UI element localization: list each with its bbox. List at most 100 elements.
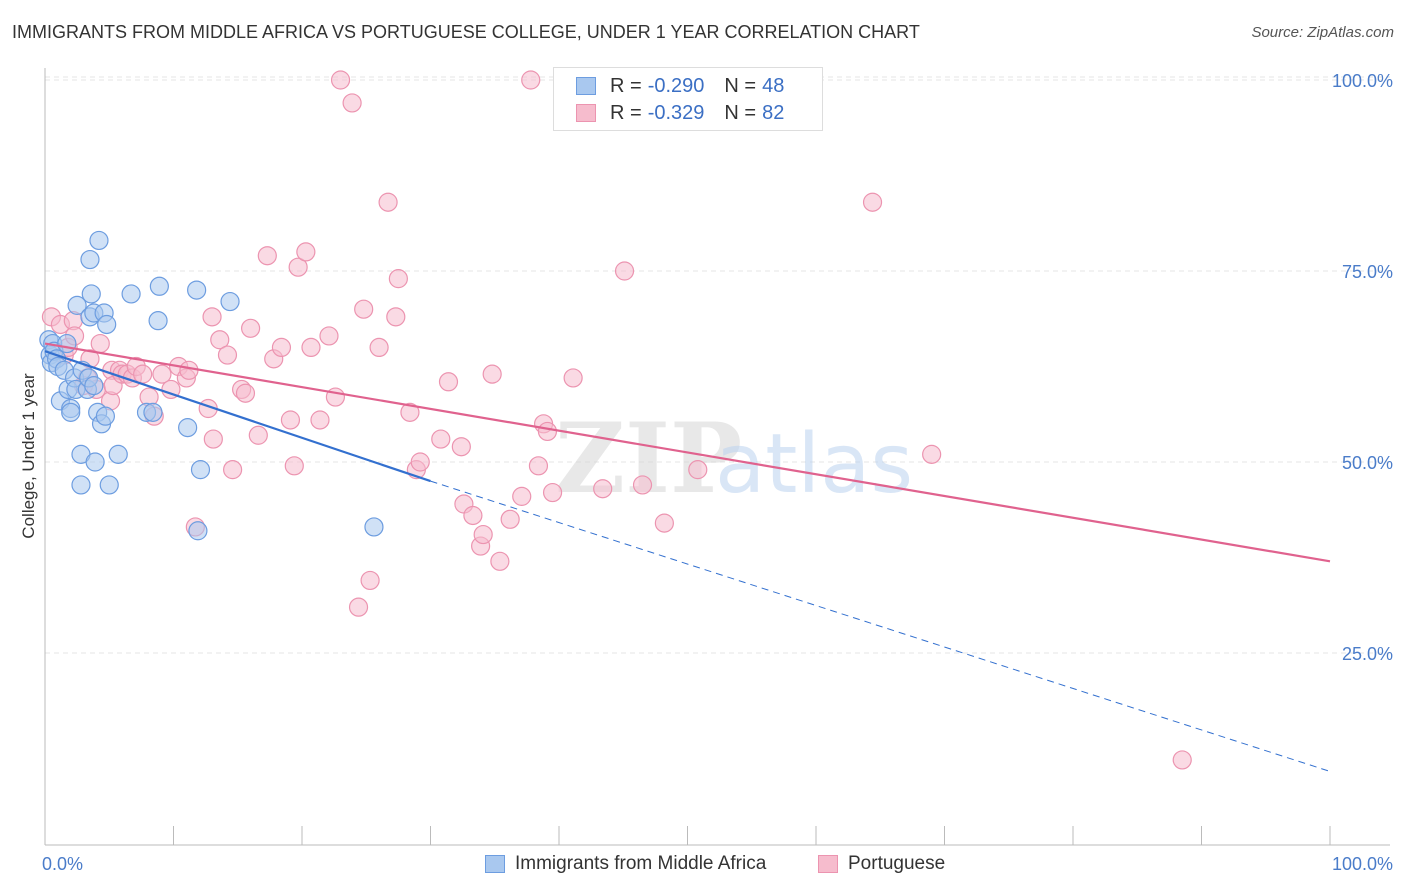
middle-africa-point	[121, 284, 141, 304]
portuguese-point	[301, 337, 321, 357]
portuguese-point	[360, 570, 380, 591]
portuguese-point	[319, 326, 339, 346]
portuguese-point	[438, 372, 459, 392]
axis-layer	[44, 68, 1390, 846]
portuguese-point	[593, 479, 613, 499]
portuguese-point	[654, 513, 674, 533]
portuguese-point	[342, 93, 362, 113]
portuguese-point	[542, 482, 563, 503]
middle-africa-point	[84, 376, 104, 396]
portuguese-point	[528, 456, 549, 476]
middle-africa-point	[187, 280, 207, 300]
middle-africa-point	[178, 418, 198, 438]
x-tick-label: 0.0%	[42, 854, 83, 874]
y-tick-label: 50.0%	[1342, 453, 1393, 473]
portuguese-points	[41, 70, 1192, 770]
portuguese-point	[632, 475, 653, 495]
legend-n-value: 82	[762, 101, 785, 124]
bottom-legend-swatch-pink	[818, 855, 838, 873]
watermark: ZIP atlas	[555, 402, 913, 515]
middle-africa-trend-dashed	[430, 480, 1331, 772]
portuguese-point	[179, 360, 199, 380]
bottom-legend-portuguese: Portuguese	[818, 852, 945, 876]
legend-r-label: R =	[610, 74, 642, 97]
y-tick-label: 100.0%	[1332, 71, 1393, 91]
y-tick-label: 25.0%	[1342, 644, 1393, 664]
portuguese-point	[330, 70, 351, 90]
portuguese-point	[288, 257, 308, 277]
middle-africa-point	[61, 402, 81, 422]
portuguese-point	[248, 425, 268, 445]
portuguese-point	[90, 333, 110, 354]
portuguese-point	[378, 192, 398, 212]
portuguese-trend-line	[44, 342, 1331, 563]
portuguese-point	[512, 486, 532, 506]
middle-africa-point	[57, 333, 77, 354]
portuguese-point	[369, 337, 389, 357]
legend-swatch-blue	[576, 77, 596, 95]
portuguese-point	[500, 509, 520, 529]
portuguese-point	[223, 460, 243, 480]
middle-africa-points	[39, 230, 384, 541]
portuguese-point	[922, 444, 942, 464]
middle-africa-point	[81, 284, 101, 304]
portuguese-point	[386, 307, 406, 327]
portuguese-point	[280, 410, 301, 430]
portuguese-point	[521, 70, 541, 90]
middle-africa-point	[364, 517, 384, 537]
middle-africa-point	[188, 521, 208, 541]
portuguese-point	[473, 524, 493, 545]
legend-n-value: 48	[762, 74, 785, 97]
middle-africa-point	[95, 406, 115, 426]
bottom-legend-label: Immigrants from Middle Africa	[515, 853, 767, 874]
portuguese-point	[490, 551, 510, 571]
portuguese-point	[257, 246, 277, 266]
portuguese-point	[410, 452, 430, 472]
y-tick-label: 75.0%	[1342, 262, 1393, 282]
stats-legend: R = -0.290 N = 48 R = -0.329 N = 82	[553, 67, 823, 131]
legend-row-middle-africa: R = -0.290 N = 48	[576, 74, 784, 98]
portuguese-point	[862, 192, 883, 212]
legend-swatch-pink	[576, 104, 596, 122]
portuguese-point	[296, 242, 316, 262]
portuguese-point	[310, 410, 330, 430]
middle-africa-point	[85, 452, 105, 472]
trend-lines	[44, 342, 1331, 772]
middle-africa-point	[149, 276, 169, 296]
watermark-zip: ZIP	[555, 402, 742, 515]
legend-n-label: N =	[724, 101, 757, 124]
portuguese-point	[133, 364, 153, 384]
portuguese-point	[348, 597, 369, 617]
portuguese-point	[241, 318, 261, 338]
portuguese-point	[210, 330, 230, 350]
portuguese-point	[563, 368, 583, 388]
portuguese-point	[354, 299, 374, 319]
middle-africa-point	[97, 314, 117, 335]
middle-africa-point	[190, 460, 211, 480]
bottom-legend-swatch-blue	[485, 855, 505, 873]
portuguese-point	[463, 505, 483, 526]
legend-row-portuguese: R = -0.329 N = 82	[576, 101, 784, 125]
portuguese-point	[271, 337, 292, 357]
portuguese-point	[152, 364, 172, 384]
portuguese-point	[388, 269, 408, 289]
portuguese-point	[284, 456, 304, 476]
middle-africa-point	[143, 402, 163, 422]
watermark-atlas: atlas	[715, 417, 913, 512]
middle-africa-point	[220, 291, 240, 312]
portuguese-point	[400, 402, 420, 422]
portuguese-point	[203, 429, 223, 449]
y-axis-label: College, Under 1 year	[19, 373, 38, 539]
bottom-legend-label: Portuguese	[848, 853, 946, 874]
legend-r-value: -0.290	[647, 74, 705, 97]
middle-africa-point	[99, 475, 119, 495]
portuguese-point	[688, 460, 708, 480]
legend-n-label: N =	[724, 74, 757, 97]
chart-title: IMMIGRANTS FROM MIDDLE AFRICA VS PORTUGU…	[12, 22, 920, 42]
middle-africa-point	[71, 475, 91, 495]
portuguese-point	[537, 421, 558, 442]
middle-africa-point	[89, 230, 109, 251]
middle-africa-point	[80, 249, 100, 270]
bottom-legend-middle-africa: Immigrants from Middle Africa	[485, 852, 766, 876]
middle-africa-trend-line	[44, 350, 431, 483]
